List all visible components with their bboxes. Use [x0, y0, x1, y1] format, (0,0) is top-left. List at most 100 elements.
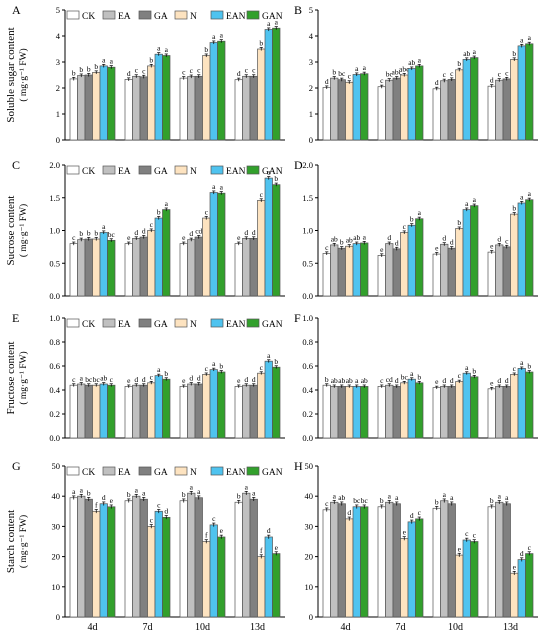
- bar-ck: [179, 243, 188, 297]
- significance-label: a: [275, 18, 279, 27]
- x-tick-label: 10d: [448, 622, 463, 632]
- panel-letter: G: [12, 459, 21, 473]
- significance-label: b: [332, 68, 336, 77]
- significance-label: a: [520, 358, 524, 367]
- significance-label: c: [245, 66, 249, 75]
- x-tick-label: 7d: [143, 622, 153, 632]
- significance-label: c: [348, 72, 352, 81]
- bar-ea: [330, 501, 339, 618]
- bar-ean: [517, 368, 526, 439]
- significance-label: a: [465, 363, 469, 372]
- legend-label: GAN: [262, 167, 283, 177]
- significance-label: d: [267, 526, 271, 535]
- panel-f: 0.00.20.40.60.81.0Fb ab ab ab a ab c cd d bc a be d d…: [294, 311, 538, 443]
- bar-gan: [360, 73, 369, 141]
- significance-label: c: [157, 500, 161, 509]
- significance-label: b: [490, 496, 494, 505]
- significance-label: a: [395, 493, 399, 502]
- significance-label: c: [380, 76, 384, 85]
- y-axis-title: Starch content: [5, 510, 17, 573]
- bar-n: [400, 232, 409, 297]
- bar-gan: [217, 40, 226, 141]
- bar-ean: [352, 243, 361, 297]
- significance-label: d: [395, 238, 399, 247]
- significance-label: e: [275, 543, 279, 552]
- bar-ea: [242, 75, 251, 141]
- bar-ga: [392, 503, 401, 618]
- legend-label: GA: [154, 320, 168, 330]
- y-axis-label: Soluble sugar content( mg·g⁻¹ FW): [5, 27, 29, 122]
- y-tick-label: 0.0: [49, 433, 60, 443]
- bar-n: [345, 245, 354, 297]
- significance-label: c: [380, 376, 384, 385]
- bar-ck: [487, 85, 496, 141]
- bar-n: [455, 228, 464, 297]
- bar-gan: [162, 55, 171, 141]
- significance-label: c: [458, 371, 462, 380]
- bar-ean: [264, 536, 273, 618]
- significance-label: f: [205, 531, 208, 540]
- legend-swatch: [138, 165, 152, 175]
- bar-ean: [99, 383, 108, 439]
- bar-ck: [487, 506, 496, 618]
- bar-gan: [107, 384, 116, 439]
- bar-ga: [84, 384, 93, 439]
- y-tick-label: 10: [305, 582, 314, 592]
- bar-gan: [525, 553, 534, 618]
- y-tick-label: 1.0: [302, 226, 313, 236]
- y-tick-label: 0.5: [302, 258, 313, 268]
- significance-label: a: [110, 57, 114, 66]
- y-tick-label: 10: [52, 582, 61, 592]
- bar-ga: [139, 76, 148, 141]
- bar-ga: [502, 246, 511, 297]
- bar-ck: [124, 500, 133, 618]
- significance-label: e: [182, 233, 186, 242]
- significance-label: a: [363, 232, 367, 241]
- significance-label: b: [72, 68, 76, 77]
- bar-ea: [385, 243, 394, 297]
- y-tick-label: 2: [309, 83, 313, 93]
- bar-ean: [209, 524, 218, 618]
- significance-label: e: [220, 526, 224, 535]
- panel-letter: E: [12, 311, 19, 325]
- significance-label: b: [512, 49, 516, 58]
- significance-label: d: [244, 375, 248, 384]
- y-axis-unit: ( mg·g⁻¹ FW): [18, 351, 29, 404]
- y-tick-label: 30: [52, 521, 61, 531]
- significance-label: e: [403, 528, 407, 537]
- significance-label: a: [197, 487, 201, 496]
- significance-label: a: [267, 168, 271, 177]
- significance-label: a: [135, 485, 139, 494]
- bar-n: [147, 526, 156, 618]
- significance-label: c: [110, 375, 114, 384]
- bar-n: [257, 372, 266, 439]
- legend-swatch: [174, 10, 188, 20]
- significance-label: a: [252, 488, 256, 497]
- bar-gan: [360, 386, 369, 439]
- legend-label: N: [190, 468, 197, 478]
- significance-label: b: [157, 207, 161, 216]
- significance-label: a: [267, 19, 271, 28]
- significance-label: a: [220, 31, 224, 40]
- significance-label: bc: [401, 372, 409, 381]
- y-tick-label: 1.0: [49, 226, 60, 236]
- significance-label: a: [212, 32, 216, 41]
- significance-label: a: [142, 488, 146, 497]
- significance-label: b: [325, 375, 329, 384]
- bar-ga: [502, 386, 511, 439]
- bar-ean: [209, 42, 218, 141]
- legend-swatch: [66, 318, 80, 328]
- y-tick-label: 0: [309, 612, 313, 622]
- bar-ea: [132, 75, 141, 141]
- significance-label: a: [363, 63, 367, 72]
- significance-label: b: [435, 497, 439, 506]
- significance-label: c: [473, 531, 477, 540]
- legend: CK EA GA N EAN GAN: [66, 165, 283, 177]
- legend-label: CK: [82, 468, 95, 478]
- legend-swatch: [138, 466, 152, 476]
- significance-label: d: [134, 375, 138, 384]
- x-tick-label: 4d: [88, 622, 98, 632]
